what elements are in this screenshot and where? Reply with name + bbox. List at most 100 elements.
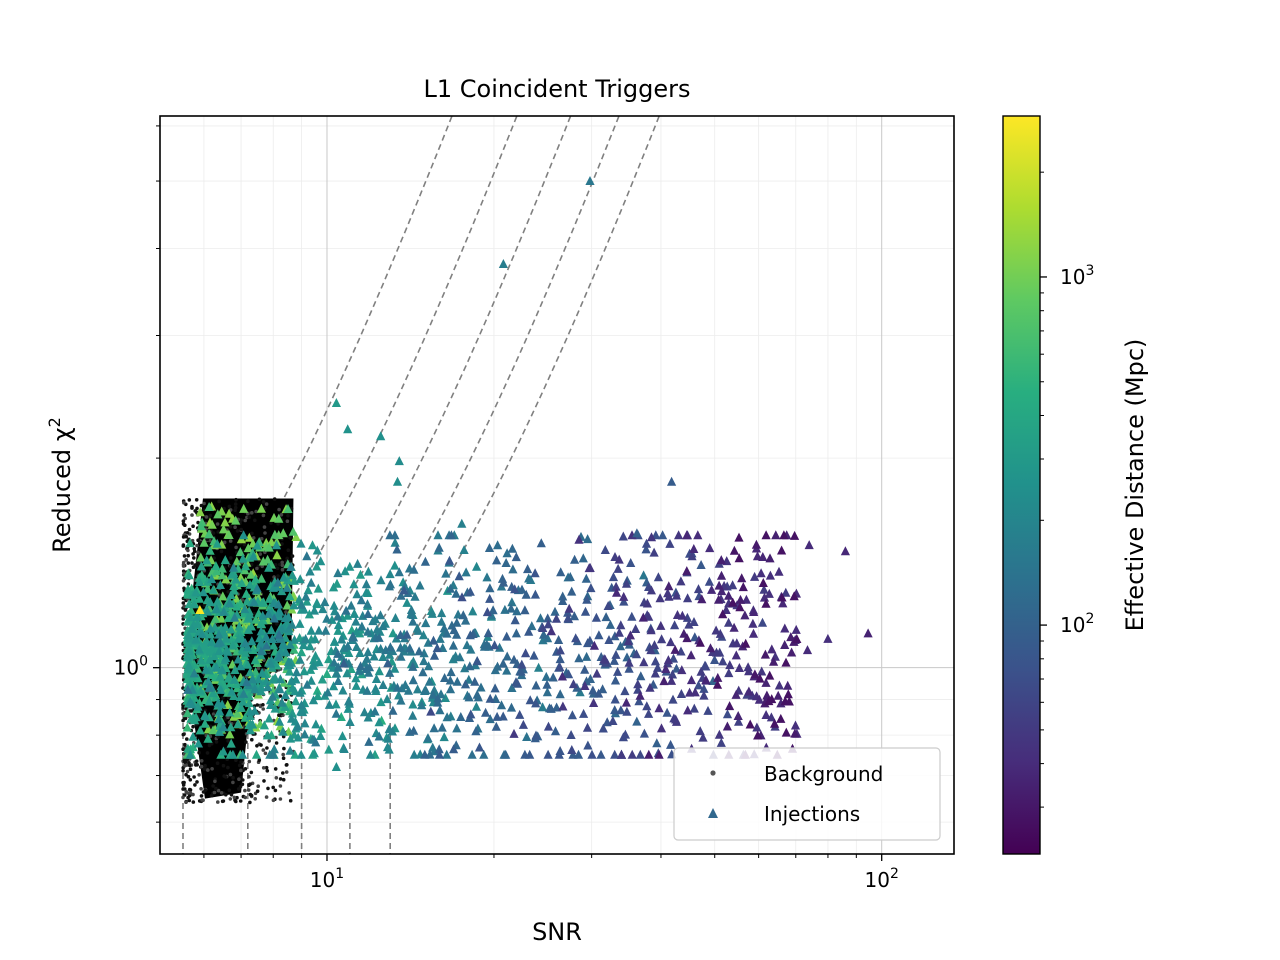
background-point (267, 739, 272, 743)
background-point (239, 518, 243, 522)
injection-point (546, 703, 556, 713)
background-point (235, 795, 239, 800)
injection-point (760, 649, 770, 659)
injection-point (349, 579, 359, 589)
injection-point (211, 561, 221, 570)
background-point (278, 784, 283, 788)
injection-point (227, 686, 237, 696)
injection-point (518, 719, 528, 729)
injection-point (269, 744, 279, 754)
injection-point (507, 683, 517, 692)
background-point (281, 752, 286, 757)
background-point (256, 666, 261, 671)
injection-point (214, 714, 224, 724)
injection-point (674, 530, 684, 540)
background-point (215, 761, 220, 765)
injection-point (543, 619, 553, 629)
injection-point (302, 679, 312, 689)
background-point (263, 531, 267, 535)
injection-point (185, 538, 195, 548)
injection-point (620, 729, 630, 739)
injection-point (332, 668, 342, 678)
injection-point (207, 670, 217, 679)
injection-point (498, 577, 509, 587)
injection-point (619, 596, 629, 606)
background-point (281, 756, 286, 760)
injection-point (329, 582, 339, 592)
threshold-curve (389, 116, 661, 854)
injection-point (705, 643, 716, 653)
background-point (202, 508, 206, 512)
injection-point (524, 626, 534, 636)
injection-point (189, 692, 200, 702)
background-point (247, 515, 251, 519)
injection-point (189, 668, 199, 678)
injection-point (266, 625, 276, 635)
injection-point (471, 701, 481, 711)
injection-point (548, 672, 558, 682)
injection-point (385, 569, 395, 579)
background-point (219, 549, 224, 554)
injection-point (655, 593, 665, 603)
injection-point (374, 717, 384, 727)
injection-point (213, 638, 223, 648)
injection-point (780, 623, 790, 633)
injection-point (280, 690, 290, 700)
injection-point (402, 629, 412, 639)
background-point (197, 750, 201, 755)
injection-point (490, 640, 500, 650)
injection-point (511, 628, 521, 638)
injection-point (616, 620, 626, 630)
injection-point (390, 560, 400, 570)
injection-point (248, 551, 258, 561)
background-point (185, 791, 190, 795)
background-point (264, 765, 269, 770)
injection-point (498, 711, 508, 721)
injection-point (256, 626, 266, 636)
background-point (182, 604, 186, 608)
threshold-curve (349, 116, 620, 854)
injection-point (296, 538, 306, 548)
injection-point (278, 638, 288, 648)
colorbar-label: Effective Distance (Mpc) (1121, 339, 1149, 632)
injection-point (778, 598, 788, 608)
injection-point (563, 613, 573, 623)
injection-point (656, 723, 667, 733)
injection-point (238, 696, 248, 706)
injection-point (382, 694, 392, 704)
injection-point (758, 552, 768, 561)
injection-point (654, 749, 664, 759)
injection-point (614, 627, 624, 637)
injection-point (761, 598, 771, 608)
injection-point (615, 641, 626, 651)
injection-point (614, 554, 624, 564)
injection-point (240, 638, 250, 648)
injection-point (247, 636, 257, 646)
injection-point (437, 608, 447, 618)
injection-point (729, 622, 739, 632)
injection-point (206, 637, 216, 647)
injection-point (598, 723, 608, 733)
injection-point (322, 669, 332, 678)
injection-point (346, 600, 356, 610)
injection-point (236, 661, 246, 671)
background-point (249, 770, 254, 775)
injection-point (322, 613, 332, 623)
injection-point (661, 664, 671, 673)
injection-point (283, 504, 293, 513)
background-point (257, 497, 262, 502)
injection-point (381, 645, 391, 655)
injection-point (695, 726, 705, 736)
injection-point (646, 532, 657, 542)
injection-point (439, 732, 449, 742)
background-point (231, 775, 235, 780)
y-tick-base: 10 (114, 656, 139, 680)
injection-point (288, 526, 298, 536)
injection-point (418, 630, 429, 640)
injection-point (312, 561, 322, 571)
background-point (276, 522, 280, 526)
injection-point (312, 545, 322, 555)
background-point (183, 716, 188, 721)
injection-point (215, 706, 225, 716)
background-point (190, 504, 194, 509)
